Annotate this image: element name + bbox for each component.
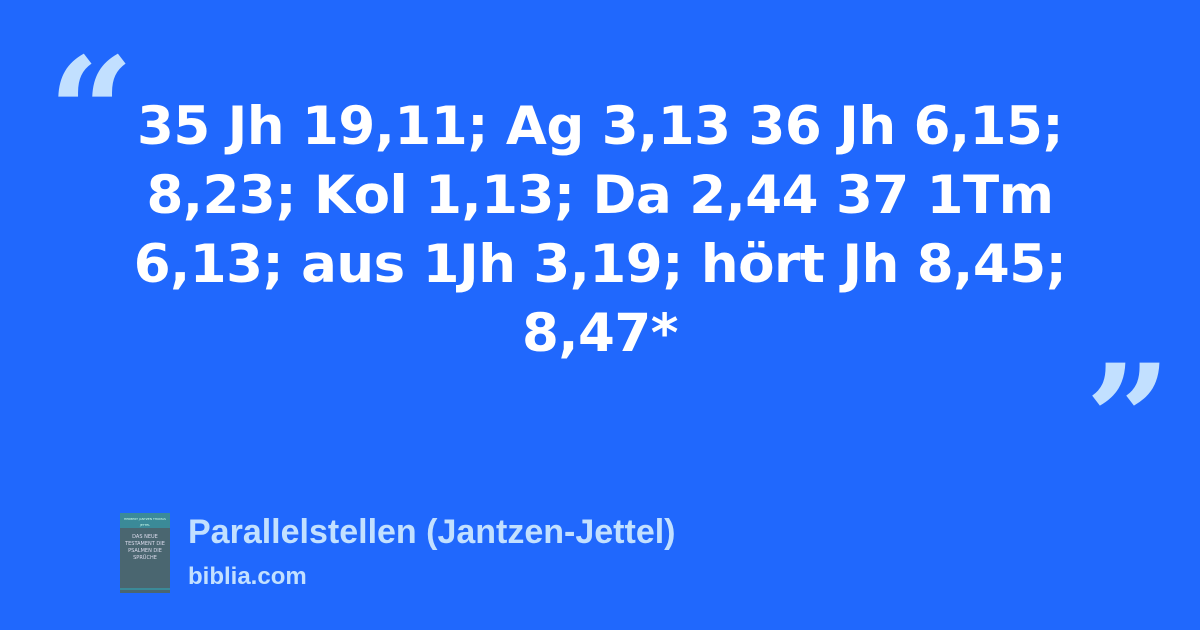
quote-text: 35 Jh 19,11; Ag 3,13 36 Jh 6,15; 8,23; K… bbox=[133, 96, 1067, 364]
cover-stripe bbox=[120, 588, 170, 590]
open-quote-icon: “ bbox=[48, 25, 135, 201]
close-quote-icon: ” bbox=[1085, 332, 1172, 508]
cover-title: DAS NEUE TESTAMENT DIE PSALMEN DIE SPRÜC… bbox=[125, 534, 165, 561]
source-title: Parallelstellen (Jantzen-Jettel) bbox=[188, 513, 676, 551]
book-cover-image: HERBERT JANTZEN THOMAS JETTEL DAS NEUE T… bbox=[120, 513, 170, 593]
cover-authors: HERBERT JANTZEN THOMAS JETTEL bbox=[120, 516, 170, 528]
source-site: biblia.com bbox=[188, 563, 307, 590]
